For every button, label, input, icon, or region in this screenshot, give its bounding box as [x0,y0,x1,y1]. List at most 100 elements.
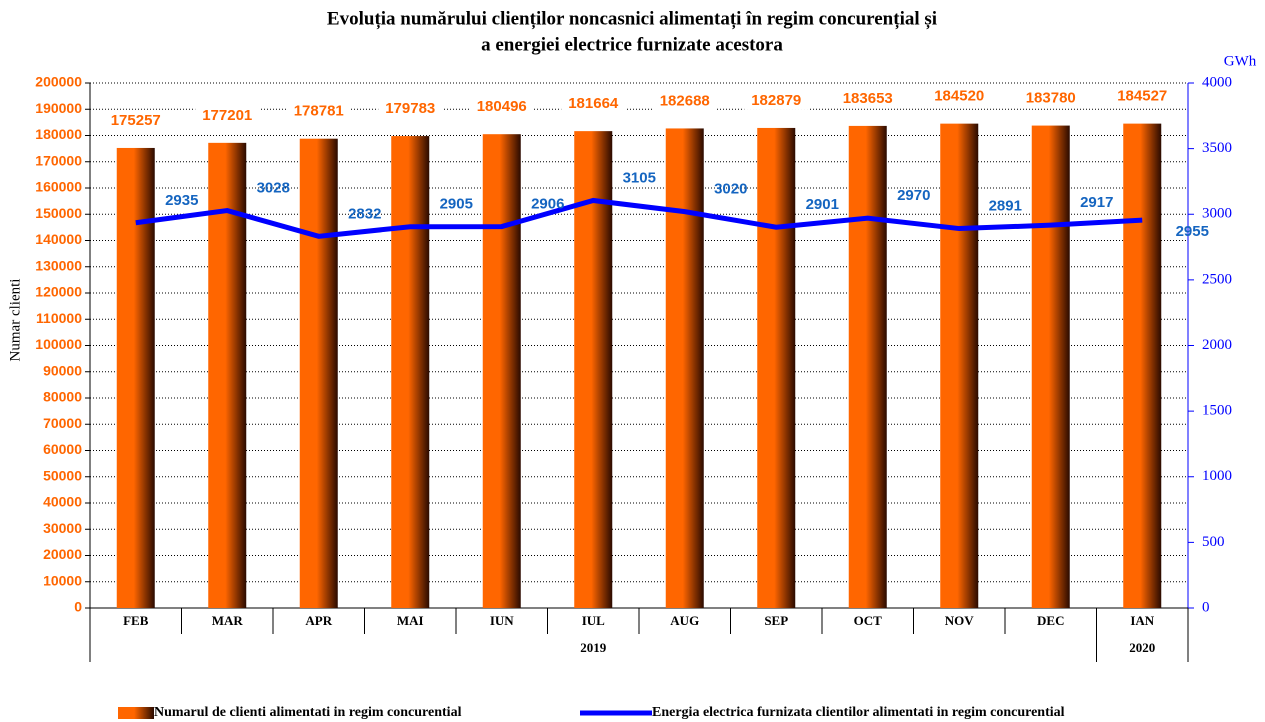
legend-label: Numarul de clienti alimentati in regim c… [154,705,462,720]
y-tick-label: 70000 [43,415,82,431]
y-tick-label: 60000 [43,441,82,457]
y-tick-label: 50000 [43,467,82,483]
y-tick-label: 20000 [43,546,82,562]
value-label: 175257 [111,112,161,129]
x-tick-label: FEB [123,613,149,628]
value-label: 2891 [989,198,1022,215]
value-label: 177201 [202,107,252,124]
y2-tick-label: 500 [1202,534,1225,550]
legend-label: Energia electrica furnizata clientilor a… [652,705,1065,720]
y-tick-label: 200000 [35,74,82,90]
bar [116,147,155,608]
bar [848,125,887,608]
y-tick-label: 110000 [36,310,82,326]
bar [940,123,979,608]
value-label: 2917 [1080,194,1113,211]
x-tick-label: IAN [1130,613,1154,628]
y-tick-label: 30000 [43,520,82,536]
x-tick-label: APR [305,613,332,628]
y-tick-label: 130000 [35,257,82,273]
value-label-bg [378,98,443,119]
y-tick-label: 10000 [43,572,82,588]
y-tick-label: 180000 [35,126,82,142]
value-label: 2901 [806,196,839,213]
y2-tick-label: 3500 [1202,140,1232,156]
y2-tick-label: 2000 [1202,337,1232,353]
bar [482,134,521,608]
x-tick-label: IUN [490,613,514,628]
value-label: 3028 [257,180,290,197]
y2-axis-title: GWh [1224,53,1257,69]
group-label: 2019 [580,640,607,655]
x-tick-label: OCT [854,613,883,628]
x-tick-label: MAI [397,613,424,628]
bar [208,142,247,608]
value-label: 182688 [660,92,710,109]
value-label: 2906 [531,196,564,213]
value-label-bg [744,89,809,110]
value-label: 181664 [568,95,619,112]
y2-tick-label: 2500 [1202,271,1232,287]
chart-subtitle: a energiei electrice furnizate acestora [481,34,783,55]
value-label: 3105 [623,169,656,186]
y2-tick-label: 3000 [1202,206,1232,222]
value-label: 182879 [751,92,801,109]
value-label-bg [469,96,534,117]
legend-swatch [118,707,154,719]
value-label: 2935 [165,192,198,209]
y-tick-label: 80000 [43,389,82,405]
y-tick-label: 0 [74,599,82,615]
value-label: 184520 [934,88,984,105]
y2-tick-label: 1000 [1202,468,1232,484]
y-tick-label: 190000 [35,100,82,116]
value-label-bg [1018,87,1083,108]
value-label: 180496 [477,98,527,115]
value-label: 2970 [897,187,930,204]
value-label-bg [103,109,168,130]
value-label-bg [561,93,626,114]
bar [391,136,430,608]
y-tick-label: 150000 [35,205,82,221]
y2-tick-label: 0 [1202,599,1210,615]
y-tick-label: 90000 [43,362,82,378]
bar [1123,123,1162,608]
bar [1031,125,1070,608]
value-label: 3020 [714,181,747,198]
y2-tick-label: 4000 [1202,74,1232,90]
line [135,197,1143,239]
value-label: 179783 [385,100,435,117]
y-tick-label: 170000 [35,152,82,168]
value-label: 2832 [348,205,381,222]
x-tick-label: AUG [670,613,699,628]
value-label: 183653 [843,90,893,107]
x-tick-label: NOV [945,613,975,628]
chart-title: Evoluția numărului clienților noncasnici… [327,8,937,29]
value-label: 2905 [440,196,473,213]
value-label-bg [195,104,260,125]
value-label-bg [835,87,900,108]
bar [299,138,338,608]
x-tick-label: SEP [764,613,788,628]
value-label-bg [1110,85,1175,106]
value-label-bg [652,90,717,111]
value-label: 184527 [1117,88,1167,105]
x-tick-label: IUL [582,613,605,628]
y-tick-label: 100000 [35,336,82,352]
y-tick-label: 40000 [43,494,82,510]
value-label-bg [286,100,351,121]
group-label: 2020 [1129,640,1155,655]
y-tick-label: 140000 [35,231,82,247]
value-label-bg [927,85,992,106]
y2-tick-label: 1500 [1202,403,1232,419]
x-tick-label: DEC [1037,613,1064,628]
value-label: 183780 [1026,90,1076,107]
y-axis-title: Numar clienti [7,279,23,362]
bar [665,128,704,608]
bar [757,127,796,608]
bar [574,131,613,608]
y-tick-label: 160000 [35,179,82,195]
value-label: 2955 [1176,223,1209,240]
y-tick-label: 120000 [35,284,82,300]
value-label: 178781 [294,103,344,120]
